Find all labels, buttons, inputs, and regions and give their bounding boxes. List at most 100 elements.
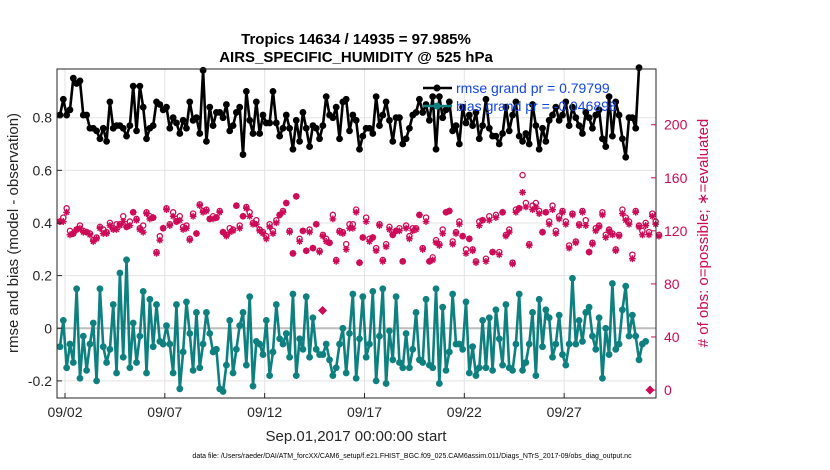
rmse-point [602, 143, 610, 151]
rmse-point [59, 95, 67, 103]
y-tick-label: 0.8 [33, 110, 53, 126]
x-tick-label: 09/22 [447, 404, 482, 420]
rmse-point [332, 103, 340, 111]
evaluated-obs-marker [376, 222, 383, 229]
rmse-point [289, 145, 297, 153]
bias-point [286, 353, 294, 361]
y-axis-ticks: -0.2 0 0.2 0.4 0.6 0.8 [28, 110, 62, 389]
evaluated-obs-marker [459, 232, 467, 240]
evaluated-obs-marker [159, 224, 167, 232]
evaluated-obs-marker [402, 224, 410, 232]
rmse-point [83, 111, 91, 119]
evaluated-obs-marker [412, 226, 420, 233]
evaluated-obs-marker [96, 224, 104, 232]
evaluated-obs-marker [609, 231, 616, 239]
evaluated-obs-marker [605, 227, 613, 235]
bias-point [213, 345, 220, 353]
rmse-point [196, 130, 204, 137]
bias-point [196, 364, 204, 372]
rmse-point [482, 95, 490, 103]
bias-point [163, 322, 170, 330]
rmse-point [485, 124, 493, 132]
legend-rmse-label: rmse grand pr = 0.79799 [456, 80, 610, 96]
bias-point [256, 340, 264, 348]
rmse-point [129, 82, 137, 90]
rmse-point [549, 111, 556, 119]
evaluated-obs-marker [329, 215, 337, 223]
evaluated-obs-marker [176, 216, 184, 224]
bias-point [232, 345, 240, 353]
bias-point [326, 356, 333, 364]
bias-point [246, 293, 254, 301]
bias-point [602, 324, 610, 332]
evaluated-obs-marker [143, 210, 150, 218]
evaluated-obs-marker [615, 232, 623, 240]
evaluated-obs-marker [289, 249, 297, 257]
bias-point [479, 316, 487, 324]
evaluated-obs-marker [549, 206, 556, 214]
rmse-point [366, 124, 373, 132]
bias-point [499, 361, 506, 369]
rmse-point [369, 130, 377, 137]
bias-point [628, 311, 636, 319]
rmse-point [209, 122, 217, 129]
evaluated-obs-marker [589, 240, 596, 248]
rmse-point [525, 140, 533, 148]
bias-point [406, 364, 413, 372]
bias-point [585, 303, 593, 311]
evaluated-obs-marker [632, 208, 640, 216]
bias-point [409, 345, 417, 353]
rmse-point [349, 111, 357, 119]
evaluated-obs-marker [189, 212, 197, 220]
bias-point [455, 340, 463, 348]
rmse-point [592, 111, 600, 119]
rmse-point [396, 114, 403, 122]
bias-point [219, 388, 227, 395]
rmse-point [322, 93, 330, 101]
bias-point [239, 309, 247, 316]
bias-point [352, 374, 360, 382]
bias-point [139, 288, 147, 295]
evaluated-obs-marker [442, 208, 450, 216]
evaluated-obs-marker [509, 260, 516, 268]
evaluated-obs-marker [149, 214, 157, 221]
evaluated-obs-marker [622, 216, 630, 224]
rmse-point [163, 103, 170, 111]
evaluated-obs-marker [196, 202, 204, 210]
evaluated-obs-marker [156, 236, 164, 244]
evaluated-obs-marker [635, 223, 643, 231]
evaluated-obs-marker [359, 234, 367, 241]
evaluated-obs-marker [336, 228, 343, 236]
evaluated-obs-marker [129, 208, 137, 216]
rmse-point [389, 137, 397, 145]
bias-point [632, 332, 640, 340]
evaluated-obs-marker [582, 222, 590, 229]
bias-point [582, 309, 590, 316]
evaluated-obs-marker [269, 230, 277, 237]
bias-point [203, 309, 210, 316]
bias-point [146, 295, 154, 303]
rmse-point [63, 111, 71, 119]
rmse-point [346, 127, 353, 135]
bias-point [309, 314, 317, 322]
bias-point [609, 280, 616, 287]
rmse-point [229, 122, 237, 129]
chart-title: Tropics 14634 / 14935 = 97.985% [241, 31, 471, 48]
evaluated-obs-marker [292, 192, 300, 200]
evaluated-obs-marker [179, 226, 187, 233]
bias-point [109, 301, 117, 308]
rmse-point [66, 106, 74, 114]
rmse-point [103, 137, 110, 145]
y-right-tick-label: 160 [664, 170, 688, 186]
evaluated-obs-marker [76, 224, 84, 232]
rmse-point [552, 103, 560, 111]
bias-point [99, 343, 107, 351]
evaluated-obs-marker [306, 228, 313, 236]
rmse-point [465, 111, 473, 119]
rmse-point [459, 103, 467, 111]
bias-point [386, 327, 393, 335]
rmse-point [622, 153, 630, 161]
bias-point [143, 369, 150, 377]
bias-point [545, 314, 553, 322]
evaluated-obs-marker [69, 230, 77, 237]
